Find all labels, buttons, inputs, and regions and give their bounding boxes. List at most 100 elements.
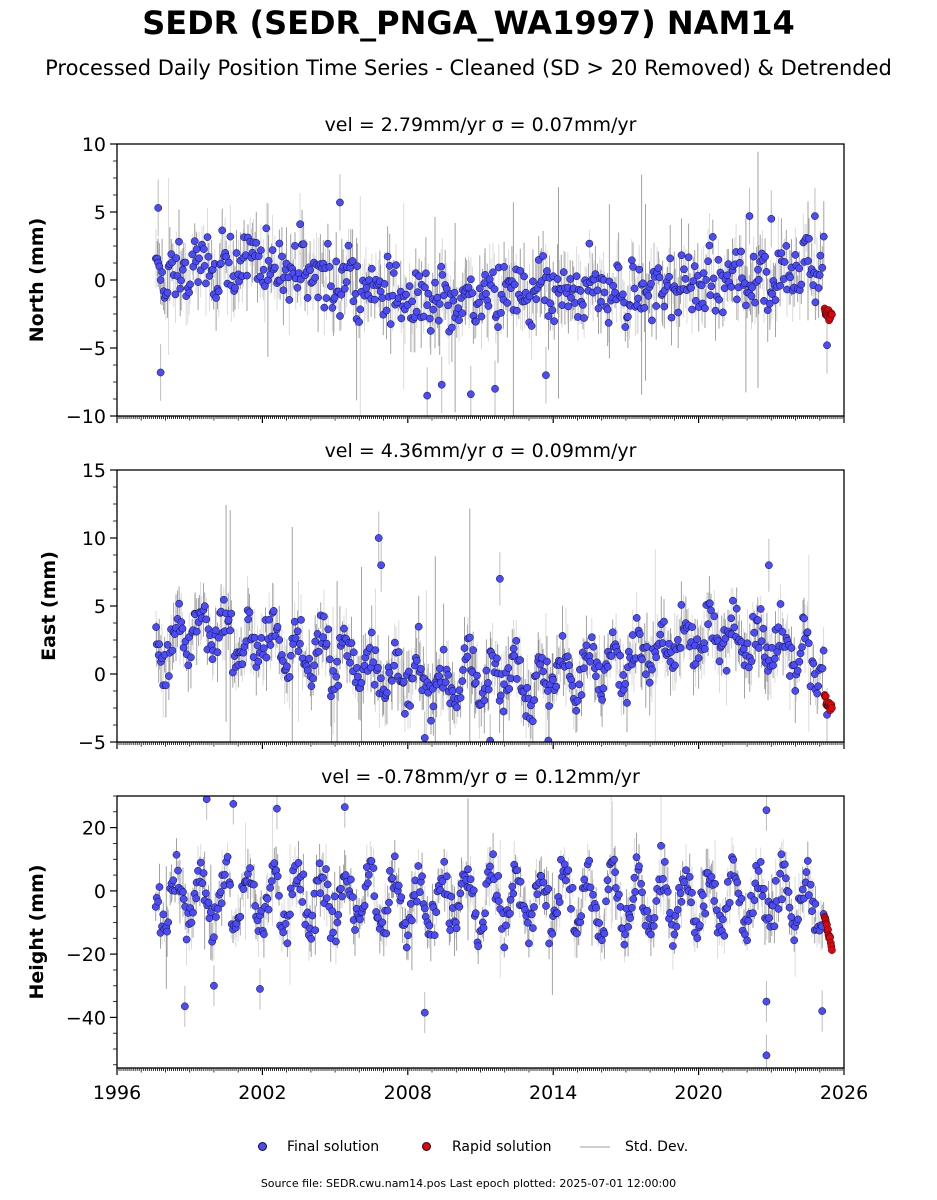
final-point	[486, 862, 494, 871]
final-point	[190, 237, 199, 246]
final-point	[342, 278, 351, 286]
final-point	[649, 922, 658, 930]
final-point	[273, 622, 282, 631]
final-point	[473, 671, 481, 680]
final-point	[637, 879, 645, 888]
final-point	[816, 251, 825, 260]
final-point	[542, 902, 550, 910]
final-point	[743, 639, 752, 648]
final-point	[172, 254, 181, 262]
final-point	[210, 981, 218, 990]
x-tick-label: 2026	[820, 1082, 868, 1104]
final-point	[254, 657, 263, 666]
final-point	[438, 271, 447, 279]
final-point	[672, 922, 681, 931]
final-point	[424, 289, 433, 298]
final-point	[420, 734, 429, 742]
final-point	[231, 284, 239, 292]
final-point	[758, 892, 767, 900]
x-tick-label: 2008	[384, 1082, 432, 1104]
final-point	[743, 936, 751, 945]
final-point	[490, 285, 499, 293]
final-point	[564, 866, 573, 875]
final-point	[226, 626, 235, 635]
final-point	[239, 885, 248, 893]
final-point	[504, 664, 513, 672]
final-point	[314, 647, 323, 656]
final-point	[815, 271, 824, 279]
final-point	[475, 284, 484, 293]
final-point	[704, 257, 712, 266]
final-point	[455, 902, 464, 911]
final-point	[466, 390, 475, 399]
final-point	[688, 305, 696, 314]
final-point	[771, 876, 780, 885]
final-point	[780, 860, 789, 869]
y-tick-label: 0	[94, 270, 106, 292]
final-point	[762, 997, 771, 1006]
final-point	[676, 644, 685, 652]
final-point	[631, 888, 640, 896]
final-point	[765, 914, 773, 922]
final-point	[389, 269, 398, 277]
final-point	[333, 918, 342, 927]
final-point	[714, 255, 723, 264]
final-point	[297, 616, 305, 624]
final-point	[315, 859, 324, 868]
final-point	[218, 226, 227, 235]
final-point	[194, 278, 202, 286]
final-point	[565, 661, 573, 670]
final-point	[805, 234, 813, 243]
final-point	[532, 671, 541, 680]
final-point	[338, 892, 346, 901]
final-point	[494, 897, 503, 905]
final-point	[742, 301, 750, 310]
final-point	[762, 1051, 771, 1060]
final-point	[219, 595, 228, 604]
final-point	[665, 272, 673, 281]
final-point	[431, 278, 439, 287]
y-tick-label: 10	[82, 528, 106, 550]
legend: Final solution Rapid solution Std. Dev.	[0, 1137, 937, 1157]
final-point	[544, 884, 553, 893]
final-point	[698, 891, 707, 899]
final-point	[650, 914, 659, 922]
final-point	[530, 696, 539, 704]
final-point	[176, 284, 185, 293]
final-point	[159, 910, 168, 919]
final-point	[669, 942, 677, 950]
final-point	[299, 240, 308, 249]
final-point	[720, 284, 729, 293]
panel-title: vel = 4.36mm/yr σ = 0.09mm/yr	[325, 440, 637, 462]
final-point	[177, 618, 186, 626]
final-point	[320, 612, 328, 621]
final-point	[444, 301, 452, 310]
final-point	[558, 632, 567, 640]
final-point	[647, 279, 655, 288]
final-point	[630, 284, 639, 293]
final-point	[466, 875, 475, 884]
final-point	[818, 664, 827, 673]
final-point	[262, 224, 271, 233]
final-point	[367, 857, 376, 865]
final-point	[306, 266, 314, 275]
final-point	[442, 284, 451, 293]
final-point	[332, 257, 341, 266]
final-point	[246, 864, 254, 872]
final-point	[800, 614, 808, 623]
final-point	[719, 915, 727, 924]
final-point	[508, 882, 517, 891]
final-point	[754, 265, 762, 274]
final-point	[707, 282, 716, 291]
final-point	[600, 288, 609, 297]
final-point	[377, 561, 385, 570]
final-point	[362, 284, 371, 292]
final-point	[204, 252, 213, 261]
final-point	[185, 288, 193, 297]
final-point	[418, 872, 426, 881]
final-point	[814, 284, 823, 292]
final-point	[673, 905, 682, 914]
final-point	[819, 232, 828, 241]
final-point	[217, 259, 225, 268]
final-point	[694, 654, 703, 662]
